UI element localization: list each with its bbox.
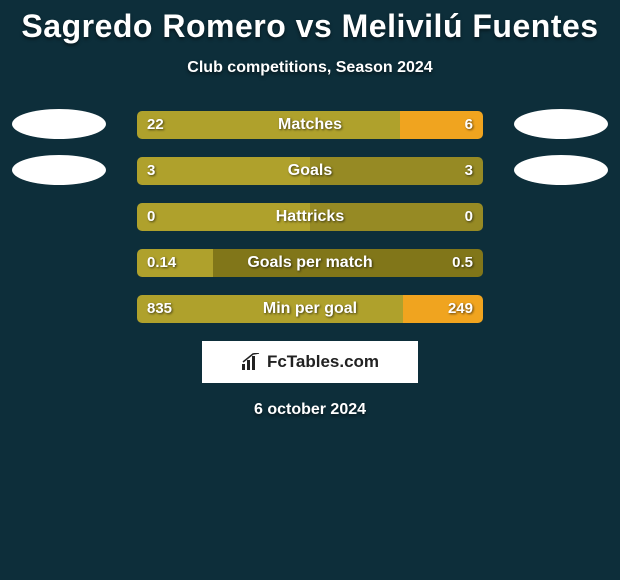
brand-badge: FcTables.com (202, 341, 418, 383)
bar-segment-left (137, 203, 310, 231)
chart-icon (241, 353, 261, 371)
subtitle: Club competitions, Season 2024 (0, 59, 620, 77)
stat-bar: 835249Min per goal (137, 295, 483, 323)
stat-row: 226Matches (0, 111, 620, 139)
stat-bar: 0.140.5Goals per match (137, 249, 483, 277)
stat-bar: 226Matches (137, 111, 483, 139)
avatar-right (514, 155, 608, 185)
stat-bar: 00Hattricks (137, 203, 483, 231)
bar-segment-right (400, 111, 483, 139)
stats-container: 226Matches 33Goals 00Hattricks 0.140.5Goals… (0, 111, 620, 323)
avatar-right (514, 109, 608, 139)
brand-text: FcTables.com (267, 352, 379, 372)
bar-segment-right (403, 295, 483, 323)
avatar-left (12, 109, 106, 139)
stat-row: 0.140.5Goals per match (0, 249, 620, 277)
bar-segment-right (310, 203, 483, 231)
stat-row: 835249Min per goal (0, 295, 620, 323)
page-title: Sagredo Romero vs Melivilú Fuentes (0, 0, 620, 45)
stat-row: 00Hattricks (0, 203, 620, 231)
date-text: 6 october 2024 (0, 401, 620, 419)
stat-bar: 33Goals (137, 157, 483, 185)
bar-segment-left (137, 157, 310, 185)
bar-segment-left (137, 111, 400, 139)
avatar-left (12, 155, 106, 185)
bar-segment-right (310, 157, 483, 185)
bar-segment-left (137, 249, 213, 277)
bar-segment-right (213, 249, 483, 277)
stat-row: 33Goals (0, 157, 620, 185)
bar-segment-left (137, 295, 403, 323)
